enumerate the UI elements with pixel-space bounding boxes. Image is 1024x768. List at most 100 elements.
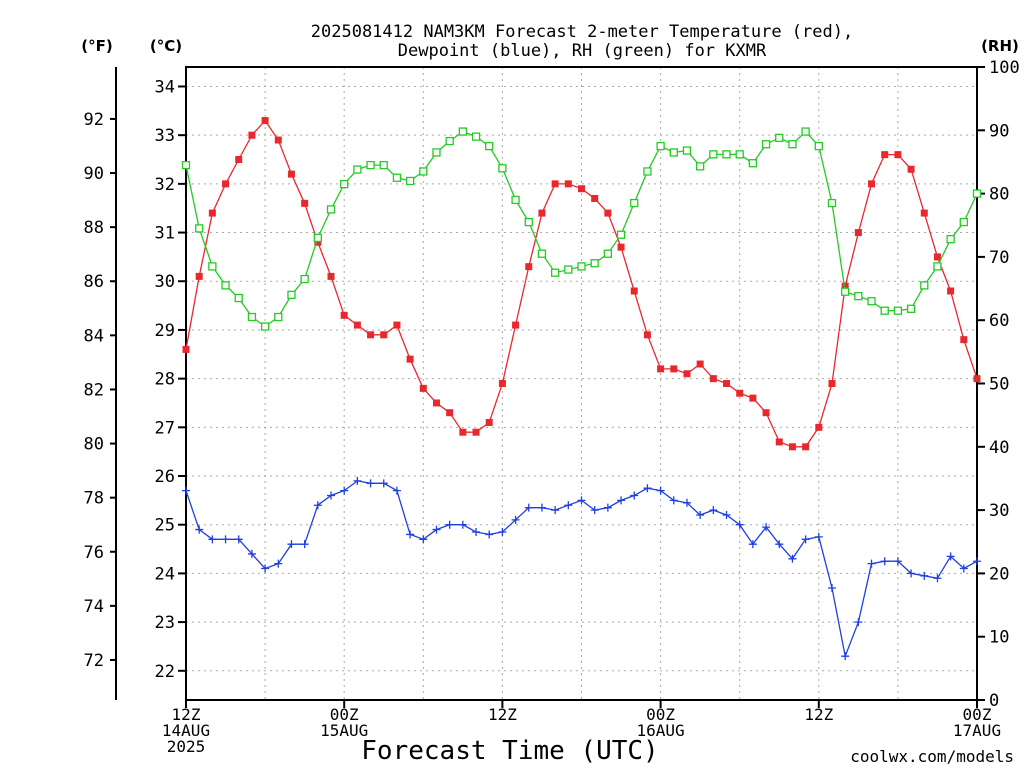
- rh-tick-label: 80: [989, 185, 1009, 205]
- dewpoint-point: [485, 530, 494, 539]
- rh-point: [577, 262, 586, 271]
- temperature-point: [960, 336, 968, 344]
- rh-unit-label: (RH): [981, 37, 1019, 55]
- dewpoint-point: [419, 535, 428, 544]
- fahrenheit-tick-label: 88: [84, 218, 104, 238]
- celsius-tick-label: 25: [155, 516, 175, 536]
- rh-tick-label: 70: [989, 248, 1009, 268]
- temperature-point: [591, 194, 599, 202]
- temperature-point: [419, 384, 427, 392]
- temperature-point: [683, 370, 691, 378]
- rh-point: [419, 167, 428, 176]
- temperature-point: [854, 229, 862, 237]
- dewpoint-point: [920, 571, 929, 580]
- dewpoint-point: [313, 501, 322, 510]
- fahrenheit-tick-label: 82: [84, 380, 104, 400]
- chart-title-line1: 2025081412 NAM3KM Forecast 2-meter Tempe…: [311, 22, 853, 42]
- dewpoint-point: [762, 523, 771, 532]
- dewpoint-point: [827, 584, 836, 593]
- rh-point: [722, 150, 731, 159]
- rh-tick-label: 60: [989, 311, 1009, 331]
- temperature-point: [736, 389, 744, 397]
- dewpoint-point: [366, 479, 375, 488]
- temperature-point: [762, 409, 770, 417]
- celsius-tick-label: 33: [155, 126, 175, 146]
- fahrenheit-tick-label: 74: [84, 597, 104, 617]
- temperature-point: [709, 375, 717, 383]
- temperature-point: [195, 272, 203, 280]
- dewpoint-point: [669, 496, 678, 505]
- celsius-tick-label: 26: [155, 467, 175, 487]
- temperature-point: [604, 209, 612, 217]
- temperature-point: [248, 131, 256, 139]
- temperature-point: [973, 375, 981, 383]
- dewpoint-point: [709, 506, 718, 515]
- celsius-tick-label: 31: [155, 224, 175, 244]
- celsius-tick-label: 32: [155, 175, 175, 195]
- fahrenheit-tick-label: 76: [84, 543, 104, 563]
- x-tick-label: 12Z: [804, 705, 833, 724]
- dewpoint-point: [959, 564, 968, 573]
- temperature-point: [696, 360, 704, 368]
- temperature-point: [459, 428, 467, 436]
- dewpoint-point: [946, 552, 955, 561]
- celsius-unit-label: (°C): [150, 37, 182, 55]
- x-tick-label: 00Z: [330, 705, 359, 724]
- rh-point: [590, 259, 599, 268]
- temperature-point: [538, 209, 546, 217]
- dewpoint-point: [524, 503, 533, 512]
- temperature-point: [841, 282, 849, 290]
- rh-point: [392, 173, 402, 182]
- rh-point: [445, 136, 454, 146]
- dewpoint-point: [274, 559, 283, 568]
- dewpoint-point: [247, 549, 256, 558]
- dewpoint-point: [788, 554, 797, 563]
- temperature-point: [894, 151, 902, 159]
- celsius-tick-label: 22: [155, 662, 175, 682]
- dewpoint-point: [722, 510, 731, 519]
- rh-point: [616, 230, 626, 239]
- dewpoint-point: [340, 486, 349, 495]
- celsius-tick-label: 29: [155, 321, 175, 341]
- rh-point: [313, 233, 322, 243]
- dewpoint-point: [182, 486, 190, 495]
- rh-point: [920, 281, 929, 290]
- celsius-tick-label: 24: [155, 564, 175, 584]
- rh-point: [405, 176, 415, 186]
- temperature-point: [353, 321, 361, 329]
- rh-point: [524, 217, 533, 227]
- dewpoint-point: [458, 520, 467, 529]
- temperature-point: [525, 263, 533, 271]
- rh-tick-label: 10: [989, 628, 1009, 648]
- rh-point: [801, 127, 810, 136]
- dewpoint-point: [551, 506, 560, 515]
- rh-point: [550, 268, 560, 277]
- dewpoint-point: [300, 540, 309, 549]
- rh-point: [603, 249, 613, 258]
- temperature-point: [920, 209, 928, 217]
- dewpoint-line: [185, 480, 978, 659]
- rh-point: [287, 290, 296, 300]
- axes: 72 74 76 78 80 82 84 86 88 90 92 22 23 24 25 26 27 28 29 30…: [84, 58, 1020, 756]
- rh-point: [946, 235, 955, 244]
- rh-tick-label: 20: [989, 564, 1009, 584]
- x-axis-title: Forecast Time (UTC): [361, 736, 658, 766]
- dewpoint-point: [814, 532, 823, 541]
- dewpoint-point: [327, 491, 336, 500]
- celsius-tick-label: 23: [155, 613, 175, 633]
- fahrenheit-unit-label: (°F): [81, 37, 112, 55]
- temperature-point: [274, 136, 282, 144]
- rh-point: [959, 217, 968, 227]
- temperature-point: [828, 380, 836, 387]
- rh-point: [669, 148, 678, 157]
- temperature-point: [432, 399, 440, 407]
- temperature-point: [630, 287, 638, 295]
- temperature-point: [933, 253, 941, 261]
- temperature-point: [657, 365, 665, 373]
- temperature-point: [340, 311, 348, 319]
- grid-lines: [186, 67, 977, 700]
- dewpoint-point: [432, 525, 441, 534]
- rh-point: [181, 160, 191, 170]
- rh-point: [458, 127, 468, 136]
- rh-point: [933, 262, 942, 271]
